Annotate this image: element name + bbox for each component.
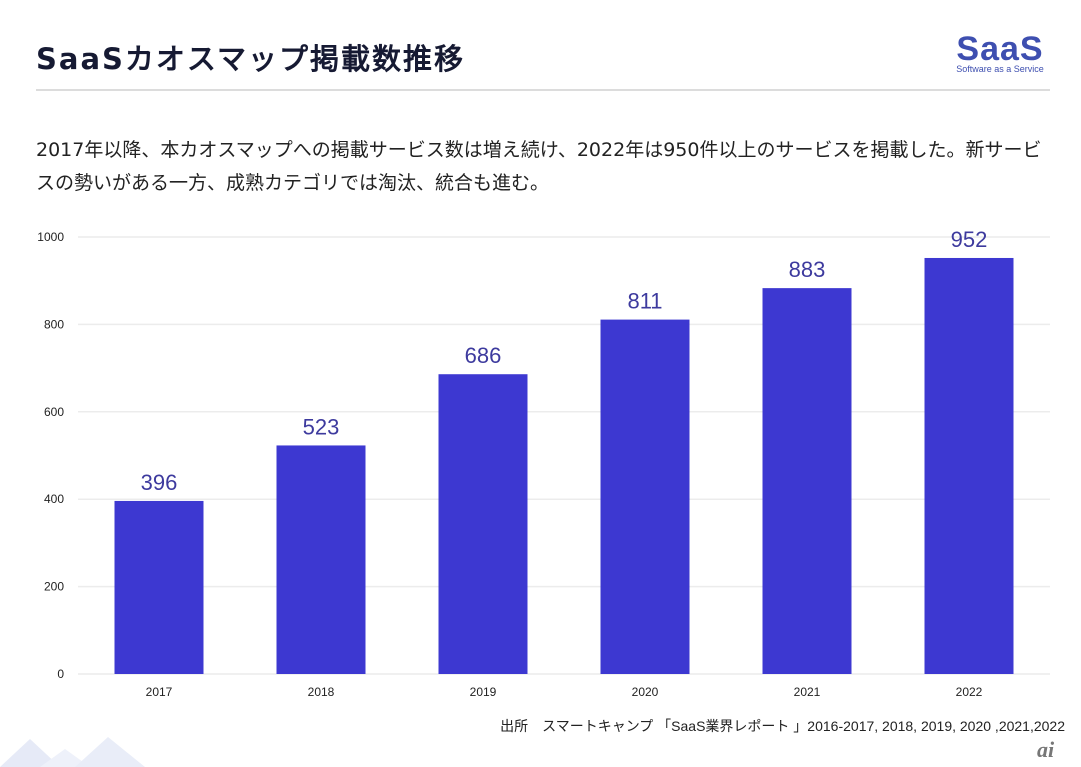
bar-2018	[276, 445, 366, 674]
x-tick-label: 2020	[632, 685, 659, 699]
source-citation: 出所 スマートキャンプ 「SaaS業界レポート 」2016-2017, 2018…	[500, 718, 1065, 734]
x-tick-label: 2017	[146, 685, 173, 699]
x-axis-ticks: 2017 2018 2019 2020 2021 2022	[146, 685, 983, 699]
page-title: SaaSカオスマップ掲載数推移	[36, 42, 466, 76]
x-tick-label: 2018	[308, 685, 335, 699]
y-tick-label: 600	[44, 405, 64, 419]
bar-2019	[438, 374, 528, 674]
bar-2017	[114, 500, 204, 674]
y-tick-label: 1000	[37, 230, 64, 244]
description-text: 2017年以降、本カオスマップへの掲載サービス数は増え続け、2022年は950件…	[36, 139, 1042, 194]
data-labels: 396 523 686 811 883 952	[141, 227, 988, 495]
data-label: 686	[465, 343, 502, 368]
saas-logo: SaaS Software as a Service	[948, 30, 1052, 74]
data-label: 396	[141, 470, 178, 495]
bars	[114, 257, 1014, 674]
logo-main-text: SaaS	[956, 30, 1044, 68]
y-tick-label: 0	[57, 667, 64, 681]
bar-2020	[600, 319, 690, 674]
y-tick-label: 800	[44, 317, 64, 331]
bar-2021	[762, 288, 852, 674]
logo-subtitle: Software as a Service	[956, 64, 1044, 74]
y-axis-ticks: 0 200 400 600 800 1000	[37, 230, 64, 681]
y-tick-label: 200	[44, 580, 64, 594]
y-tick-label: 400	[44, 492, 64, 506]
mountain-decoration	[0, 737, 145, 767]
gridlines	[78, 236, 1050, 675]
x-tick-label: 2021	[794, 685, 821, 699]
data-label: 811	[627, 289, 662, 314]
data-label: 883	[789, 257, 826, 282]
x-tick-label: 2022	[956, 685, 983, 699]
data-label: 523	[303, 414, 340, 439]
ai-watermark-logo: ai	[1037, 737, 1055, 762]
x-tick-label: 2019	[470, 685, 497, 699]
data-label: 952	[951, 227, 988, 252]
title-divider	[36, 89, 1050, 91]
bar-2022	[924, 257, 1014, 674]
